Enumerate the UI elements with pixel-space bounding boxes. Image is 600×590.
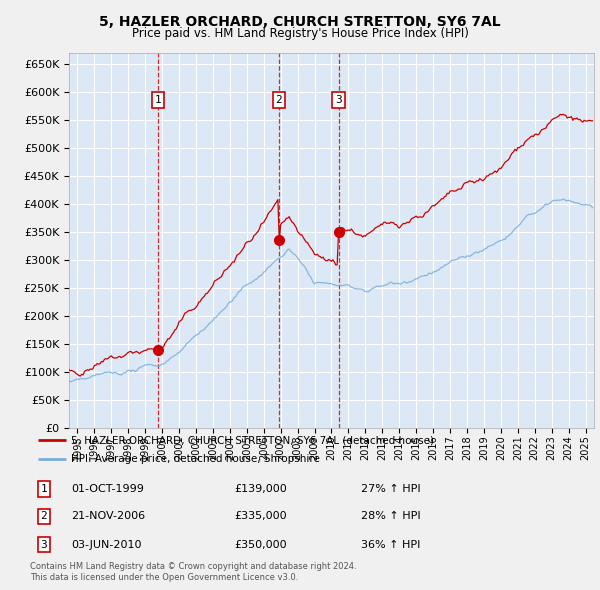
Text: 1: 1 <box>155 95 161 105</box>
Text: £335,000: £335,000 <box>234 512 287 522</box>
Text: 2: 2 <box>40 512 47 522</box>
Text: £350,000: £350,000 <box>234 540 287 550</box>
Text: 3: 3 <box>40 540 47 550</box>
Text: 36% ↑ HPI: 36% ↑ HPI <box>361 540 421 550</box>
Text: 5, HAZLER ORCHARD, CHURCH STRETTON, SY6 7AL: 5, HAZLER ORCHARD, CHURCH STRETTON, SY6 … <box>99 15 501 29</box>
Text: 03-JUN-2010: 03-JUN-2010 <box>71 540 142 550</box>
Text: 01-OCT-1999: 01-OCT-1999 <box>71 484 144 494</box>
Text: 2: 2 <box>275 95 283 105</box>
Text: 27% ↑ HPI: 27% ↑ HPI <box>361 484 421 494</box>
Text: £139,000: £139,000 <box>234 484 287 494</box>
Text: 1: 1 <box>40 484 47 494</box>
Text: Price paid vs. HM Land Registry's House Price Index (HPI): Price paid vs. HM Land Registry's House … <box>131 27 469 40</box>
Text: 5, HAZLER ORCHARD, CHURCH STRETTON, SY6 7AL (detached house): 5, HAZLER ORCHARD, CHURCH STRETTON, SY6 … <box>71 435 434 445</box>
Text: Contains HM Land Registry data © Crown copyright and database right 2024.
This d: Contains HM Land Registry data © Crown c… <box>30 562 356 582</box>
Text: HPI: Average price, detached house, Shropshire: HPI: Average price, detached house, Shro… <box>71 454 320 464</box>
Text: 21-NOV-2006: 21-NOV-2006 <box>71 512 146 522</box>
Text: 3: 3 <box>335 95 342 105</box>
Text: 28% ↑ HPI: 28% ↑ HPI <box>361 512 421 522</box>
